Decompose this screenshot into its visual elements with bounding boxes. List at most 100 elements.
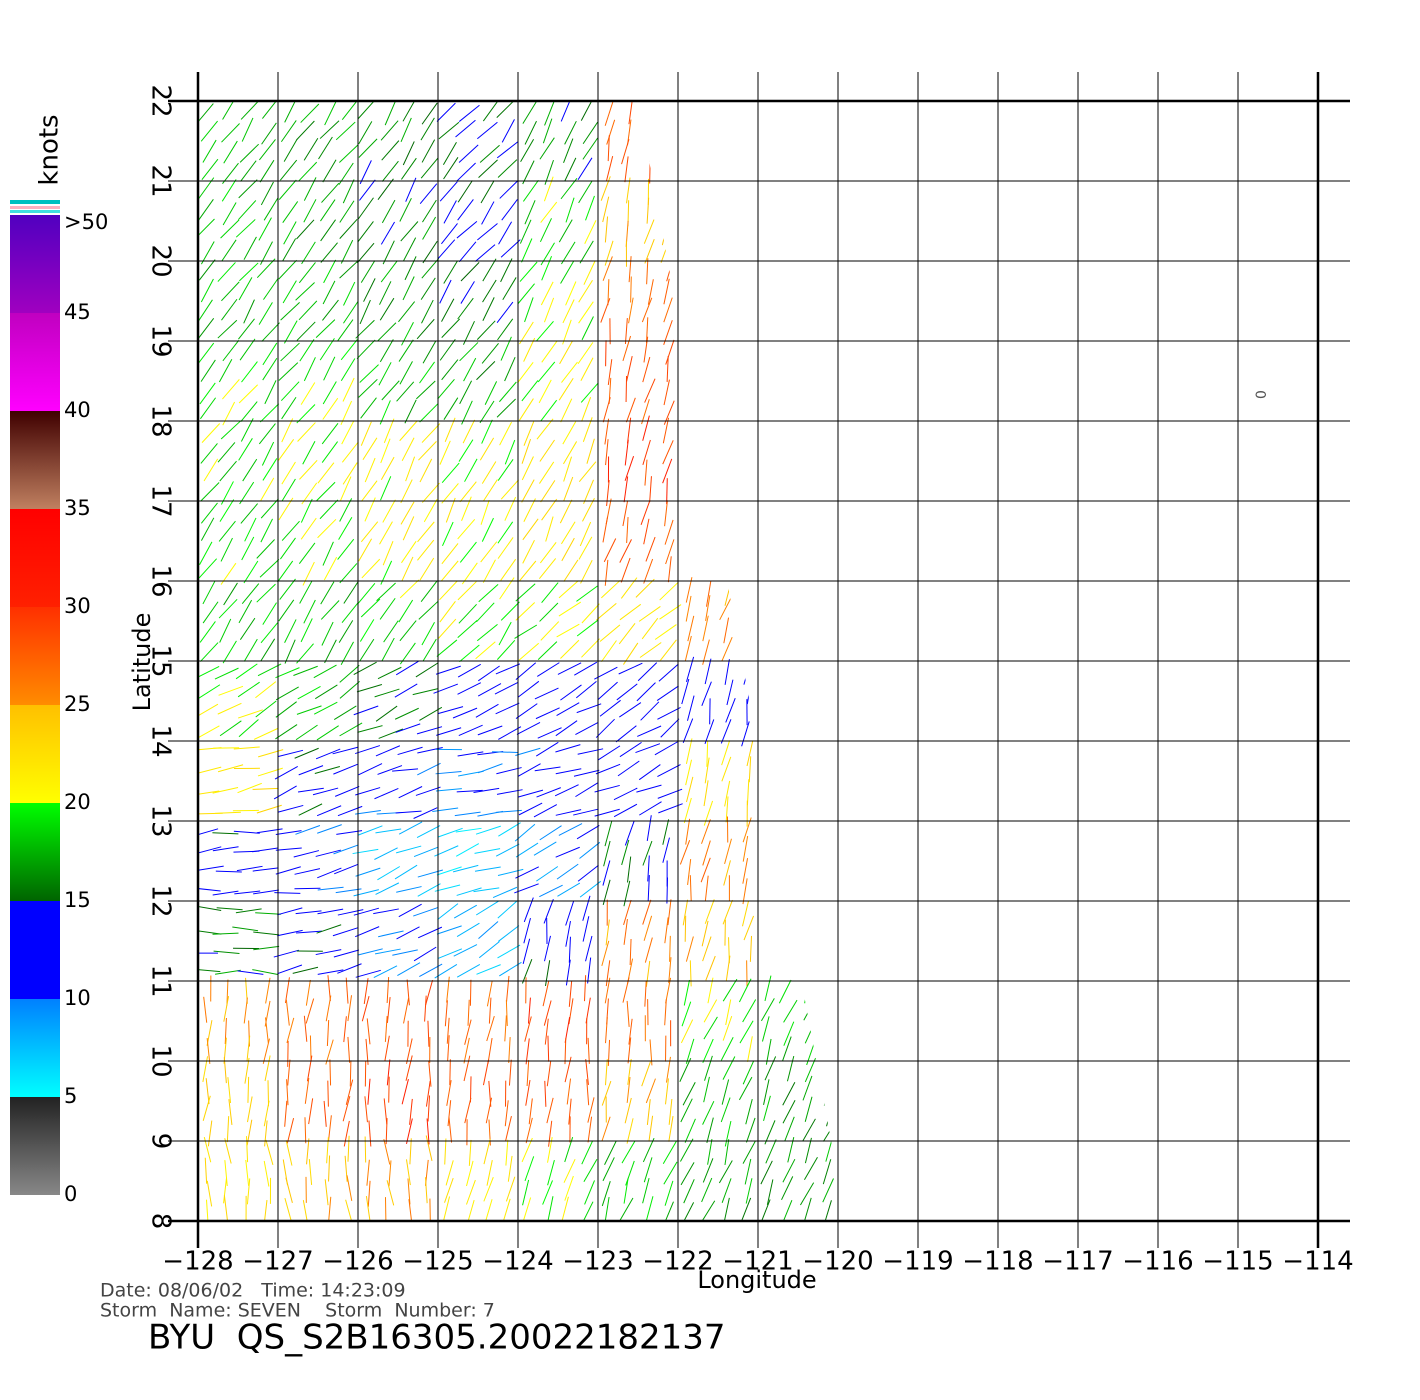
wind-vector bbox=[294, 887, 321, 890]
wind-vector bbox=[455, 843, 480, 857]
wind-vector bbox=[604, 977, 611, 1004]
wind-vector bbox=[535, 741, 559, 757]
wind-vector bbox=[198, 865, 224, 871]
wind-vector bbox=[683, 1179, 695, 1204]
wind-vector bbox=[367, 1078, 371, 1105]
wind-vector bbox=[504, 1100, 509, 1127]
wind-vector bbox=[400, 157, 417, 180]
wind-vector bbox=[343, 1120, 350, 1147]
wind-vector bbox=[702, 1038, 714, 1064]
wind-vector bbox=[222, 640, 237, 664]
wind-vector bbox=[579, 880, 602, 898]
wind-vector bbox=[388, 1160, 392, 1187]
wind-vector bbox=[427, 1095, 431, 1122]
wind-vector bbox=[564, 1175, 574, 1201]
wind-vector bbox=[357, 221, 374, 243]
wind-vector bbox=[497, 159, 518, 178]
y-tick-label: 12 bbox=[146, 884, 176, 917]
wind-vector bbox=[594, 784, 620, 793]
wind-vector bbox=[258, 139, 276, 161]
wind-vector bbox=[283, 320, 298, 344]
wind-vector bbox=[332, 927, 358, 937]
wind-vector bbox=[298, 542, 316, 565]
wind-vector bbox=[286, 1079, 289, 1106]
wind-vector bbox=[220, 420, 241, 440]
wind-vector bbox=[460, 262, 480, 282]
wind-vector bbox=[749, 935, 752, 962]
wind-vector bbox=[199, 541, 213, 565]
wind-vector bbox=[262, 342, 278, 366]
wind-vector bbox=[479, 144, 500, 163]
wind-vector bbox=[518, 642, 540, 661]
wind-vector bbox=[681, 678, 690, 705]
wind-vector bbox=[217, 764, 244, 773]
wind-vector bbox=[505, 1115, 512, 1142]
wind-vector bbox=[658, 803, 683, 814]
wind-vector bbox=[437, 706, 464, 715]
wind-vector bbox=[363, 278, 376, 302]
wind-vector bbox=[265, 1017, 269, 1044]
wind-vector bbox=[721, 636, 733, 662]
wind-vector bbox=[258, 302, 273, 325]
wind-vector bbox=[644, 980, 647, 1007]
wind-vector bbox=[476, 602, 495, 623]
wind-vector bbox=[642, 899, 652, 925]
wind-vector bbox=[322, 541, 334, 566]
wind-vector bbox=[399, 420, 418, 442]
wind-vector bbox=[822, 1178, 834, 1203]
wind-vector bbox=[239, 338, 256, 361]
wind-vector bbox=[359, 364, 379, 383]
wind-vector bbox=[746, 740, 754, 767]
wind-vector bbox=[281, 418, 294, 443]
wind-vector bbox=[319, 120, 340, 139]
wind-vector bbox=[685, 936, 694, 962]
wind-vector bbox=[643, 558, 654, 584]
wind-vector bbox=[701, 920, 709, 947]
wind-vector bbox=[701, 681, 712, 706]
wind-vector bbox=[317, 867, 342, 879]
wind-vector bbox=[474, 848, 501, 854]
wind-vector bbox=[563, 476, 574, 502]
wind-vector bbox=[520, 138, 535, 162]
wind-vector bbox=[446, 1080, 452, 1106]
wind-vector bbox=[521, 1137, 533, 1163]
wind-vector bbox=[296, 930, 323, 934]
wind-vector bbox=[600, 298, 611, 323]
wind-vector bbox=[322, 381, 337, 405]
wind-vector bbox=[274, 892, 301, 894]
wind-vector bbox=[442, 1196, 451, 1221]
wind-vector bbox=[296, 120, 315, 141]
wind-vector bbox=[200, 278, 214, 303]
wind-vector bbox=[537, 727, 562, 739]
wind-vector bbox=[533, 804, 558, 818]
wind-vector bbox=[723, 860, 731, 886]
wind-vector bbox=[341, 441, 359, 463]
wind-vector bbox=[743, 616, 753, 642]
wind-vector bbox=[321, 422, 339, 445]
wind-vector bbox=[300, 498, 313, 523]
wind-vector bbox=[563, 441, 578, 465]
wind-vector bbox=[496, 141, 519, 159]
wind-vector bbox=[707, 1138, 713, 1165]
wind-vector bbox=[679, 1057, 692, 1082]
wind-vector bbox=[582, 895, 591, 921]
wind-vector bbox=[663, 297, 673, 323]
wind-vector bbox=[357, 197, 374, 220]
wind-vector bbox=[279, 159, 298, 181]
wind-vector bbox=[580, 559, 593, 584]
wind-vector bbox=[402, 141, 415, 166]
wind-vector bbox=[573, 769, 600, 777]
wind-vector bbox=[536, 787, 561, 798]
wind-vector bbox=[666, 478, 668, 505]
wind-vector bbox=[482, 559, 496, 583]
wind-vector bbox=[641, 399, 650, 425]
wind-vector bbox=[497, 900, 518, 919]
wind-vector bbox=[476, 320, 496, 340]
wind-vector bbox=[302, 561, 315, 586]
x-tick-label: −119 bbox=[882, 1247, 953, 1277]
wind-vector bbox=[418, 441, 437, 461]
wind-vector bbox=[292, 966, 319, 974]
wind-vector bbox=[263, 277, 279, 300]
wind-vector bbox=[302, 441, 316, 465]
wind-vector bbox=[482, 1059, 490, 1086]
